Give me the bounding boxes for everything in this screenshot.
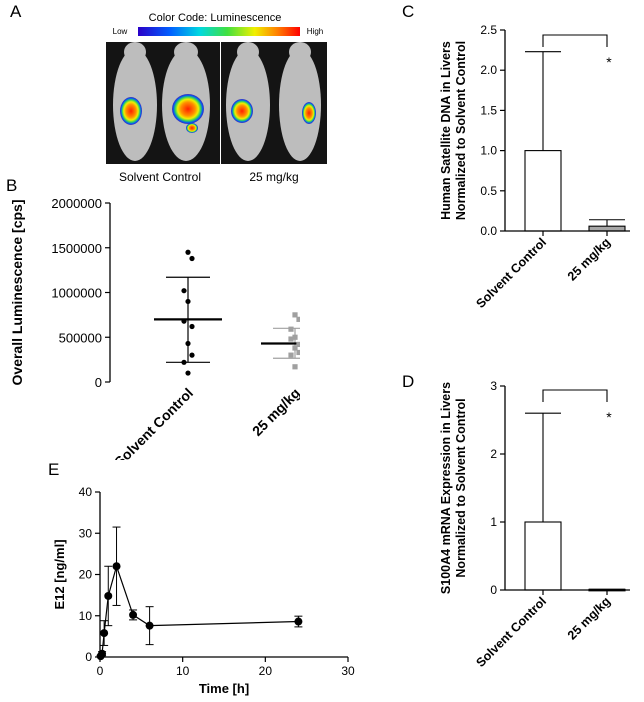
y-tick-label: 2.0 [480,63,497,77]
data-point [185,298,191,305]
y-tick-label: 30 [79,526,93,540]
y-axis-label: E12 [ng/ml] [52,539,67,609]
bar [524,521,562,591]
data-point [288,326,294,332]
panel-letter-b: B [6,176,18,195]
data-point [185,249,191,255]
data-point [296,341,300,348]
data-point [185,340,191,347]
chart-c-satellite-dna: 0.0 0.5 1.0 1.5 2.0 2.5 Human Satellite DNA in… [439,23,630,311]
x-tick-label: 0 [97,664,104,678]
x-category-label: Solvent Control [473,235,549,311]
y-axis-label: Overall Luminescence [cps] [9,200,25,386]
y-tick-label: 20 [79,568,93,582]
significance-marker: * [606,409,612,425]
y-tick-label: 0.0 [480,224,497,238]
group-label-solvent-control: Solvent Control [119,170,201,184]
panel-letter-e: E [48,460,60,479]
x-tick-label: 30 [341,664,355,678]
chart-b-luminescence: 0 500000 1000000 1500000 2000000 Overall Lumi… [9,196,300,460]
data-point [181,288,187,294]
bar [524,150,562,232]
series-line [100,564,299,657]
data-point [98,649,107,658]
data-point [292,312,298,318]
y-tick-label: 10 [79,609,93,623]
luminescence-signal [120,94,316,133]
color-code-title: Color Code: Luminescence [149,12,282,24]
data-point [181,359,187,365]
data-point [189,352,195,358]
x-category-label: Solvent Control [473,594,549,670]
data-point [145,621,154,630]
color-scale-low-label: Low [113,27,128,36]
data-point [296,316,300,322]
y-tick-label: 3 [490,379,497,393]
data-point [129,610,138,619]
x-axis-label: Time [h] [199,681,249,696]
data-point [292,334,298,340]
group-label-25-mg-kg: 25 mg/kg [249,170,298,184]
chart-d-s100a4: 0 1 2 3 S100A4 mRNA Expression in Livers Norm… [439,379,630,670]
x-category-label: 25 mg/kg [565,235,613,283]
x-tick-label: 20 [259,664,273,678]
data-point [288,336,294,342]
y-tick-label: 2 [490,447,497,461]
data-point [292,345,298,351]
y-tick-label: 1000000 [51,286,102,301]
y-tick-label: 1.0 [480,144,497,158]
panel-letter-d: D [402,372,415,391]
y-axis-label-line2: Normalized to Solvent Control [454,41,468,220]
chart-e-e12-time: 0 10 20 30 40 0 10 20 30 E12 [ng/ml] Time [h] [52,485,355,696]
significance-bracket [542,389,608,402]
y-tick-label: 0.5 [480,184,497,198]
color-scale-high-label: High [307,27,323,36]
data-point [181,318,187,324]
y-tick-label: 1500000 [51,241,102,256]
y-tick-label: 2000000 [51,196,102,211]
y-axis-label-line1: Human Satellite DNA in Livers [439,41,453,220]
y-tick-label: 1 [490,515,497,529]
x-category-label: 25 mg/kg [249,385,300,439]
y-tick-label: 1.5 [480,103,497,117]
data-point [292,364,298,370]
data-point [294,617,303,626]
significance-marker: * [606,54,612,70]
data-point [185,370,191,376]
data-point [112,562,121,571]
luminescence-color-bar [138,27,300,36]
y-tick-label: 0 [85,650,92,664]
y-tick-label: 40 [79,485,93,499]
data-point [189,323,195,330]
x-tick-label: 10 [176,664,190,678]
y-tick-label: 500000 [59,330,102,345]
data-point [189,255,195,262]
data-point [100,629,109,638]
data-point [104,591,113,600]
luminescence-imaging-photo: Color Code: Luminescence Low High Solven… [106,12,327,184]
x-category-label: Solvent Control [111,385,196,460]
significance-bracket [542,34,608,47]
y-axis-label-line2: Normalized to Solvent Control [454,398,468,577]
bar [588,225,626,232]
panel-letter-a: A [10,2,22,21]
y-axis-label-line1: S100A4 mRNA Expression in Livers [439,382,453,594]
data-point [296,349,300,356]
data-point [288,352,294,358]
y-tick-label: 0 [95,375,102,390]
y-tick-label: 2.5 [480,23,497,37]
x-category-label: 25 mg/kg [565,594,613,642]
panel-letter-c: C [402,2,415,21]
y-tick-label: 0 [490,583,497,597]
